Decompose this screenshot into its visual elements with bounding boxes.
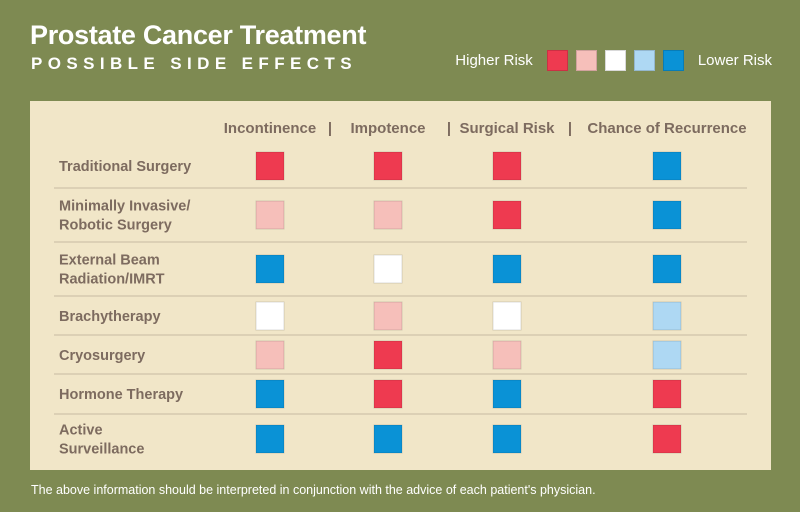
risk-table-panel: Incontinence Impotence Surgical Risk Chance… <box>30 101 771 470</box>
legend-swatch-1 <box>546 50 568 71</box>
column-header-chance-of-recurrence: Chance of Recurrence <box>587 120 746 137</box>
risk-cell-brachytherapy-incontinence <box>255 301 285 331</box>
row-label-cryosurgery: Cryosurgery <box>59 348 145 364</box>
column-separator-3: | <box>568 120 572 137</box>
risk-cell-brachytherapy-chance-of-recurrence <box>652 301 682 331</box>
row-label-minimally-invasive-robotic-surgery-line-1: Minimally Invasive/ <box>59 199 190 215</box>
column-header-surgical-risk: Surgical Risk <box>459 120 555 137</box>
risk-cell-cryosurgery-impotence <box>373 340 403 370</box>
legend-swatch-5 <box>662 50 684 71</box>
risk-cell-cryosurgery-surgical-risk <box>492 340 522 370</box>
risk-cell-minimally-invasive-robotic-surgery-chance-of-recurrence <box>652 200 682 230</box>
risk-cell-active-surveillance-chance-of-recurrence <box>652 424 682 454</box>
risk-cell-hormone-therapy-surgical-risk <box>492 379 522 409</box>
column-header-impotence: Impotence <box>350 120 425 137</box>
legend-higher-risk-label: Higher Risk <box>455 52 533 69</box>
risk-cell-hormone-therapy-chance-of-recurrence <box>652 379 682 409</box>
footnote: The above information should be interpre… <box>31 483 596 497</box>
column-separator-1: | <box>328 120 332 137</box>
row-label-hormone-therapy: Hormone Therapy <box>59 387 183 403</box>
risk-legend: Higher Risk Lower Risk <box>455 50 772 71</box>
risk-cell-external-beam-radiation-imrt-chance-of-recurrence <box>652 254 682 284</box>
legend-swatch-2 <box>575 50 597 71</box>
risk-cell-traditional-surgery-surgical-risk <box>492 151 522 181</box>
legend-swatch-3 <box>604 50 626 71</box>
risk-table-chart: Incontinence Impotence Surgical Risk Chance… <box>54 120 747 458</box>
risk-cell-external-beam-radiation-imrt-impotence <box>373 254 403 284</box>
row-label-traditional-surgery: Traditional Surgery <box>59 159 191 175</box>
row-label-external-beam-radiation-imrt-line-2: Radiation/IMRT <box>59 272 165 288</box>
risk-cell-traditional-surgery-chance-of-recurrence <box>652 151 682 181</box>
legend-swatch-4 <box>633 50 655 71</box>
risk-cell-minimally-invasive-robotic-surgery-incontinence <box>255 200 285 230</box>
risk-cell-hormone-therapy-incontinence <box>255 379 285 409</box>
risk-cell-active-surveillance-incontinence <box>255 424 285 454</box>
column-header-incontinence: Incontinence <box>224 120 317 137</box>
column-separator-2: | <box>447 120 451 137</box>
risk-cell-traditional-surgery-incontinence <box>255 151 285 181</box>
row-label-external-beam-radiation-imrt-line-1: External Beam <box>59 253 160 269</box>
risk-cell-minimally-invasive-robotic-surgery-surgical-risk <box>492 200 522 230</box>
risk-cell-traditional-surgery-impotence <box>373 151 403 181</box>
page-title: Prostate Cancer Treatment <box>30 20 367 50</box>
row-label-brachytherapy: Brachytherapy <box>59 309 161 325</box>
row-label-minimally-invasive-robotic-surgery-line-2: Robotic Surgery <box>59 218 172 234</box>
row-label-active-surveillance-line-2: Surveillance <box>59 442 144 458</box>
risk-cell-brachytherapy-surgical-risk <box>492 301 522 331</box>
risk-cell-minimally-invasive-robotic-surgery-impotence <box>373 200 403 230</box>
legend-lower-risk-label: Lower Risk <box>697 52 772 69</box>
risk-cell-external-beam-radiation-imrt-surgical-risk <box>492 254 522 284</box>
row-label-active-surveillance-line-1: Active <box>59 423 103 439</box>
risk-cell-cryosurgery-incontinence <box>255 340 285 370</box>
risk-cell-hormone-therapy-impotence <box>373 379 403 409</box>
page-subtitle: POSSIBLE SIDE EFFECTS <box>31 54 357 73</box>
risk-cell-cryosurgery-chance-of-recurrence <box>652 340 682 370</box>
risk-cell-active-surveillance-surgical-risk <box>492 424 522 454</box>
risk-cell-brachytherapy-impotence <box>373 301 403 331</box>
risk-cell-active-surveillance-impotence <box>373 424 403 454</box>
risk-cell-external-beam-radiation-imrt-incontinence <box>255 254 285 284</box>
